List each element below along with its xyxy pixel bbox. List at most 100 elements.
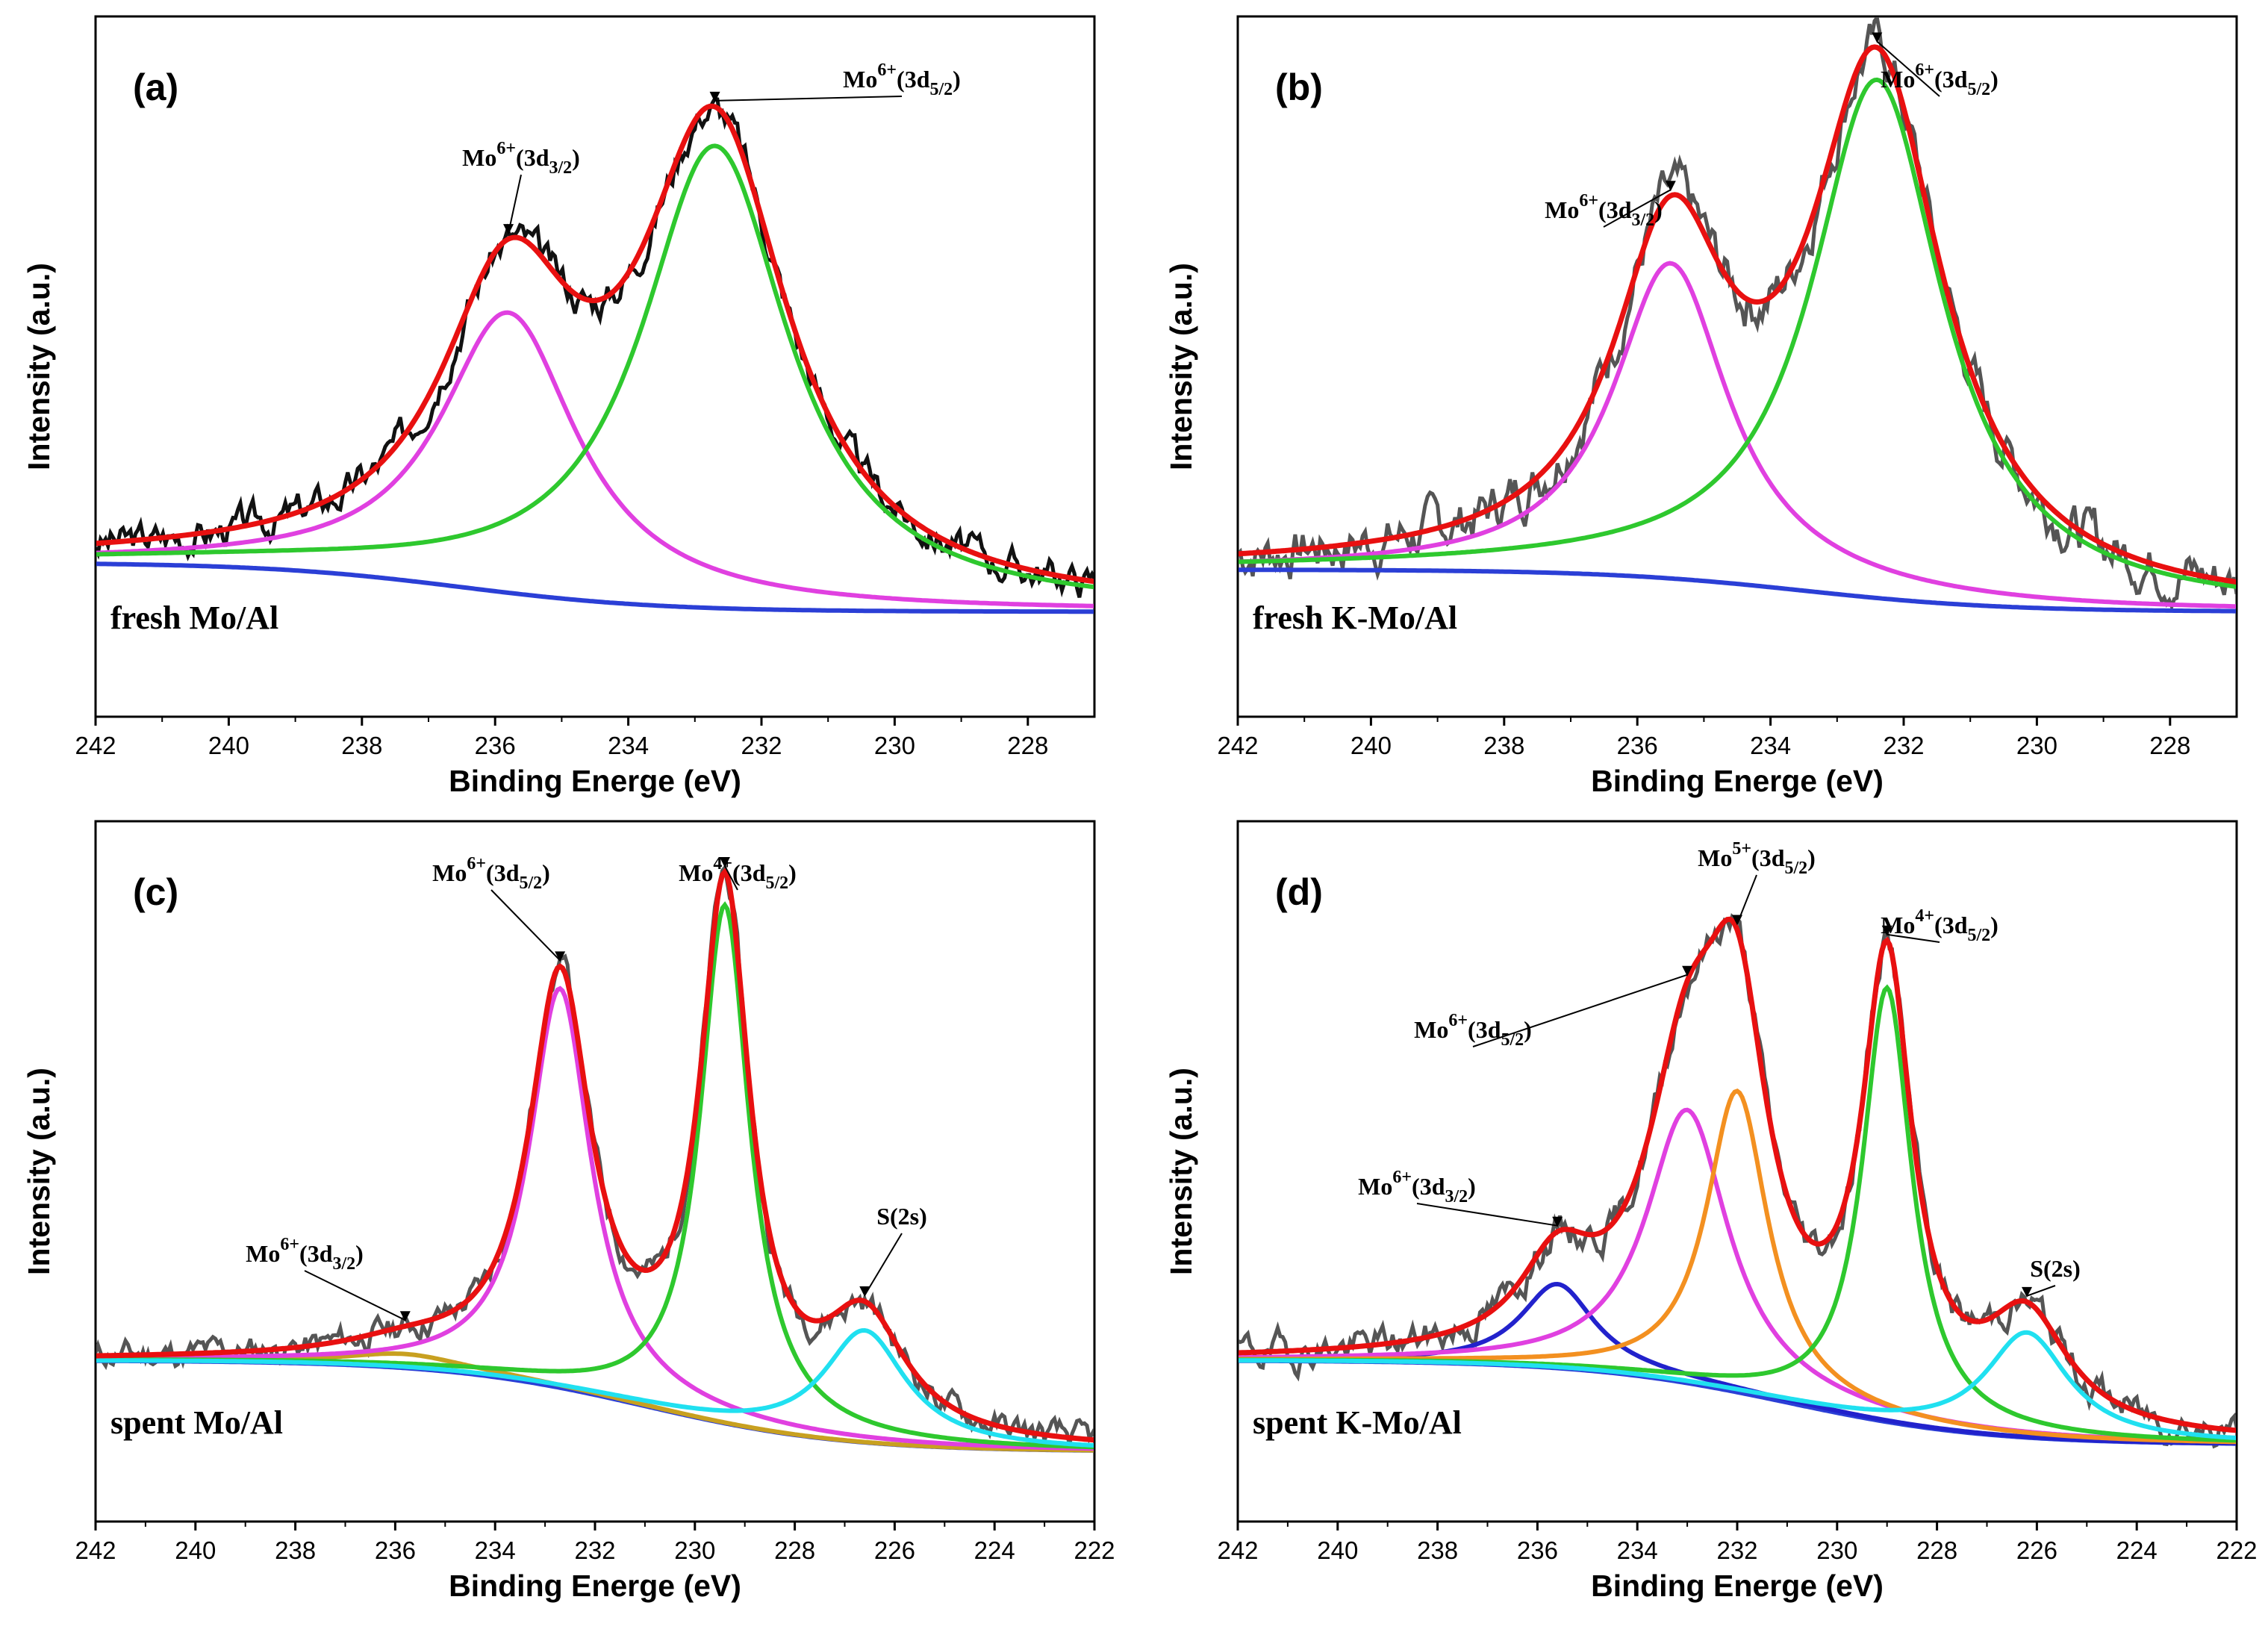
peak-label: Mo6+(3d5/2)	[1414, 1011, 1532, 1050]
x-tick-label: 230	[2016, 732, 2057, 759]
x-tick-label: 236	[475, 732, 516, 759]
x-tick-label: 232	[741, 732, 782, 759]
peak-label: Mo6+(3d3/2)	[462, 139, 580, 178]
x-tick-label: 238	[275, 1536, 316, 1564]
annotation-arrow	[1876, 40, 1940, 97]
annotation-arrow	[1603, 189, 1672, 228]
arrow-head-icon	[1732, 915, 1742, 926]
x-tick-label: 238	[341, 732, 382, 759]
x-tick-label: 224	[2116, 1536, 2158, 1564]
x-tick-label: 234	[1750, 732, 1791, 759]
curves	[96, 863, 1094, 1453]
x-tick-label: 222	[2216, 1536, 2257, 1564]
x-axis-title: Binding Energe (eV)	[1591, 764, 1884, 798]
sample-label: spent K-Mo/Al	[1253, 1404, 1462, 1441]
panel-label: (a)	[133, 66, 178, 108]
peak-label: Mo6+(3d5/2)	[843, 60, 961, 99]
x-axis-title: Binding Energe (eV)	[449, 764, 741, 798]
x-tick-label: 242	[1217, 732, 1258, 759]
arrow-head-icon	[1682, 965, 1693, 977]
component-line-1	[1239, 261, 2236, 609]
chart-panel-3: 242 240 238 236 234 232 230 228 226 224 222 Binding…	[22, 820, 1115, 1603]
component-line-2	[96, 985, 1094, 1451]
arrow-head-icon	[2022, 1286, 2033, 1298]
y-axis-title: Intensity (a.u.)	[22, 263, 56, 470]
annotation-arrow	[1416, 1203, 1558, 1227]
sample-label: fresh Mo/Al	[110, 600, 278, 636]
x-tick-label: 226	[2016, 1536, 2057, 1564]
curves	[96, 96, 1094, 614]
fit-envelope-line	[1239, 916, 2236, 1433]
annotation-arrow	[508, 174, 522, 234]
x-tick-label: 224	[974, 1536, 1015, 1564]
x-tick-label: 228	[774, 1536, 815, 1564]
peak-label: S(2s)	[2030, 1255, 2081, 1282]
arrow-head-icon	[503, 224, 514, 235]
peak-label: Mo6+(3d5/2)	[432, 854, 550, 893]
x-tick-label: 226	[874, 1536, 915, 1564]
chart-panel-4: 242 240 238 236 234 232 230 228 226 224 222 Binding…	[1164, 820, 2258, 1603]
arrow-head-icon	[859, 1286, 870, 1298]
x-tick-label: 228	[1007, 732, 1048, 759]
arrow-head-icon	[555, 951, 566, 962]
x-tick-label: 238	[1483, 732, 1524, 759]
peak-label: Mo4+(3d5/2)	[1881, 906, 1998, 945]
component-line-4	[96, 1327, 1094, 1448]
x-tick-label: 234	[475, 1536, 516, 1564]
x-tick-label: 240	[1350, 732, 1392, 759]
component-line-1	[96, 310, 1094, 608]
annotation-arrow	[2026, 1285, 2056, 1297]
x-axis-title: Binding Energe (eV)	[1591, 1569, 1884, 1603]
x-tick-label: 236	[1617, 732, 1658, 759]
raw-data-line	[1239, 17, 2236, 612]
x-tick-label: 240	[1317, 1536, 1358, 1564]
component-line-5	[1239, 1330, 2236, 1440]
x-tick-label: 234	[1617, 1536, 1658, 1564]
y-axis-title: Intensity (a.u.)	[1164, 1068, 1198, 1275]
peak-label: Mo6+(3d3/2)	[246, 1235, 364, 1274]
arrow-head-icon	[1552, 1216, 1563, 1227]
annotation-arrow	[304, 1270, 406, 1321]
arrow-head-icon	[1872, 32, 1883, 43]
background-line	[1239, 567, 2236, 614]
sample-label: fresh K-Mo/Al	[1253, 600, 1457, 636]
peak-label: Mo4+(3d5/2)	[679, 854, 797, 893]
x-tick-label: 236	[375, 1536, 416, 1564]
plot-frame	[94, 15, 1096, 718]
x-tick-label: 228	[1916, 1536, 1957, 1564]
arrow-head-icon	[709, 91, 720, 102]
fit-envelope-line	[96, 868, 1094, 1443]
arrow-head-icon	[1665, 181, 1676, 192]
arrow-head-icon	[719, 857, 730, 868]
x-tick-label: 242	[75, 1536, 116, 1564]
x-tick-label: 232	[1716, 1536, 1757, 1564]
annotation-arrow	[864, 1233, 903, 1296]
sample-label: spent Mo/Al	[110, 1404, 283, 1441]
y-axis-title: Intensity (a.u.)	[22, 1068, 56, 1275]
x-tick-label: 230	[674, 1536, 715, 1564]
x-tick-label: 230	[874, 732, 915, 759]
x-tick-label: 242	[1217, 1536, 1258, 1564]
annotation-arrow	[1887, 933, 1940, 943]
arrow-head-icon	[399, 1311, 411, 1322]
x-tick-label: 236	[1517, 1536, 1558, 1564]
chart-panel-1: 242 240 238 236 234 232 230 228 Binding Energe (…	[22, 15, 1096, 798]
peak-label: Mo6+(3d3/2)	[1545, 191, 1663, 230]
x-tick-label: 238	[1417, 1536, 1458, 1564]
fit-envelope-line	[1239, 44, 2236, 585]
x-tick-label: 228	[2149, 732, 2190, 759]
annotation-arrow	[714, 96, 903, 102]
x-axis-title: Binding Energe (eV)	[449, 1569, 741, 1603]
x-tick-label: 234	[608, 732, 649, 759]
panel-label: (c)	[133, 871, 178, 913]
peak-label: Mo5+(3d5/2)	[1698, 839, 1816, 878]
arrow-head-icon	[1881, 925, 1892, 936]
panel-label: (b)	[1275, 66, 1323, 108]
peak-label: S(2s)	[876, 1203, 927, 1230]
component-line-2	[1239, 77, 2236, 589]
chart-panel-2: 242 240 238 236 234 232 230 228 Binding Energe (…	[1164, 15, 2238, 798]
annotation-arrow	[490, 889, 561, 962]
annotation-arrow	[724, 865, 738, 891]
plot-frame	[1236, 15, 2238, 718]
